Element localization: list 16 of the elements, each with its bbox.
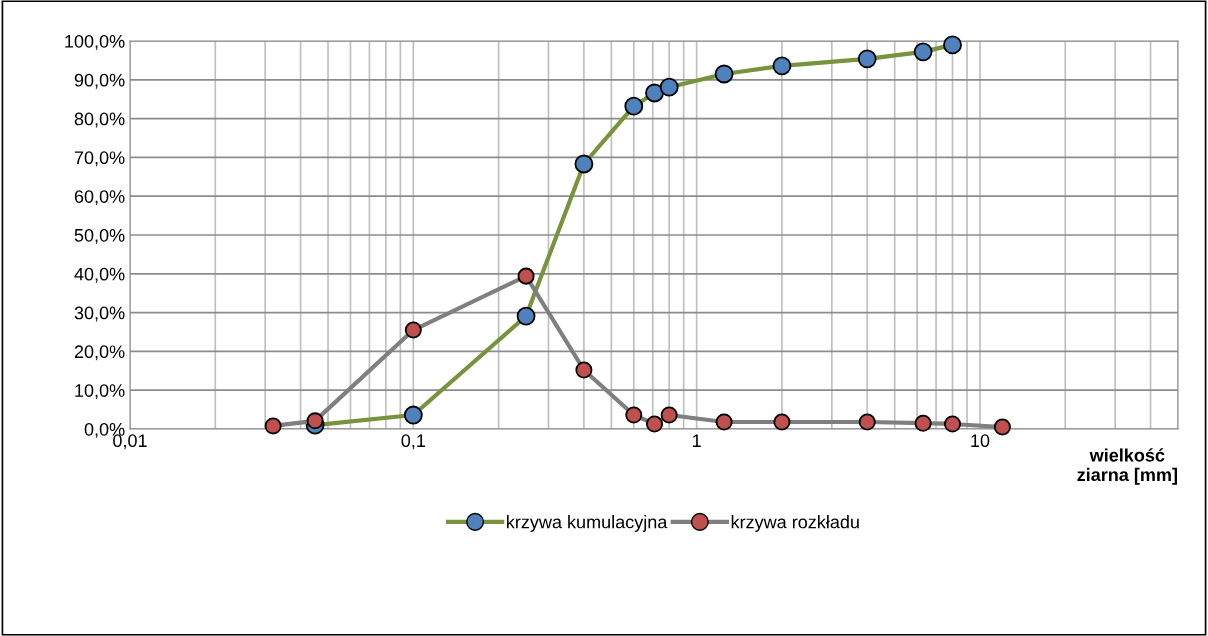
y-tick-label: 20,0%: [74, 345, 125, 361]
y-tick-label: 40,0%: [74, 267, 125, 283]
y-tick-label: 50,0%: [74, 228, 125, 244]
y-tick-label: 30,0%: [74, 306, 125, 322]
y-tick-label: 90,0%: [74, 73, 125, 89]
y-tick-label: 100,0%: [65, 34, 125, 50]
x-tick-label: 1: [693, 434, 701, 447]
x-tick-label: 10: [971, 434, 990, 448]
x-axis-title: wielkość ziarna [mm]: [1077, 448, 1177, 485]
y-tick-label: 70,0%: [74, 151, 125, 167]
x-tick-label: 0,1: [401, 434, 425, 450]
legend-label: krzywa rozkładu: [731, 515, 859, 532]
y-tick-label: 60,0%: [74, 190, 125, 206]
y-tick-label: 80,0%: [74, 112, 125, 128]
y-tick-label: 10,0%: [75, 384, 125, 400]
legend-label: krzywa kumulacyjna: [507, 515, 668, 532]
